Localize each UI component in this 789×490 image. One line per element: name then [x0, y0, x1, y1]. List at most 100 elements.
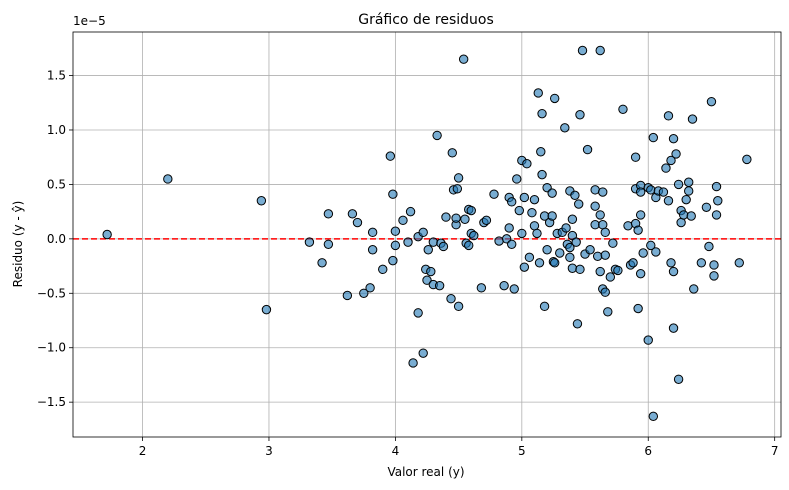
data-point: [547, 211, 557, 221]
data-point: [529, 194, 540, 205]
y-tick-label: 0.0: [47, 232, 66, 246]
x-tick-label: 6: [644, 444, 652, 458]
data-point: [661, 163, 671, 173]
data-point: [512, 174, 522, 184]
data-point: [428, 237, 439, 247]
data-point: [514, 205, 524, 216]
x-tick-label: 5: [518, 444, 526, 458]
data-point: [666, 155, 676, 166]
data-point: [388, 189, 398, 199]
data-point: [304, 237, 315, 247]
data-point: [643, 335, 653, 345]
data-point: [539, 301, 550, 312]
data-point: [600, 227, 610, 238]
data-point: [423, 245, 433, 255]
data-point: [489, 189, 499, 199]
data-point: [555, 248, 565, 258]
data-point: [453, 301, 464, 312]
data-point: [635, 187, 646, 197]
data-point: [623, 221, 633, 231]
data-point: [592, 251, 603, 261]
data-point: [613, 265, 623, 276]
data-point: [633, 225, 643, 235]
data-point: [365, 283, 375, 293]
data-point: [519, 192, 530, 203]
data-point: [359, 288, 369, 298]
data-point: [668, 266, 679, 277]
data-point: [742, 154, 752, 165]
data-point: [561, 223, 571, 233]
data-point: [734, 258, 744, 268]
data-point: [666, 258, 676, 268]
data-point: [438, 241, 449, 252]
data-point: [451, 213, 461, 223]
data-point: [342, 290, 353, 301]
data-point: [686, 211, 696, 221]
data-point: [507, 197, 517, 207]
data-point: [585, 245, 595, 255]
y-tick-label: 1.5: [47, 69, 66, 83]
data-point: [441, 212, 451, 222]
data-point: [663, 196, 674, 206]
data-point: [549, 93, 560, 104]
data-point: [651, 247, 661, 257]
data-point: [464, 240, 474, 251]
data-point: [367, 245, 378, 255]
data-point: [537, 169, 547, 180]
data-point: [102, 229, 112, 240]
data-point: [598, 187, 608, 197]
data-point: [560, 123, 570, 133]
data-point: [403, 237, 413, 247]
data-point: [547, 188, 557, 198]
data-point: [256, 196, 267, 206]
data-point: [549, 258, 560, 268]
data-point: [646, 240, 656, 251]
data-point: [388, 255, 398, 266]
data-point: [458, 54, 469, 64]
ticks-layer: 2 3 4 5 6 7 −1.5 −1.0 −0.5 0.0 0.5 1.0 1.5: [37, 69, 779, 458]
data-point: [567, 263, 578, 273]
y-tick-label: −1.0: [37, 341, 66, 355]
data-point: [347, 209, 358, 219]
data-point: [628, 258, 638, 268]
data-point: [684, 177, 694, 187]
data-point: [567, 214, 578, 224]
data-point: [706, 96, 717, 107]
data-point: [701, 202, 712, 212]
data-point: [532, 228, 542, 239]
data-point: [678, 210, 689, 220]
data-point: [713, 196, 723, 206]
axes-frame: [72, 31, 782, 438]
data-point: [507, 239, 517, 249]
data-point: [499, 280, 509, 291]
x-tick-label: 2: [139, 444, 147, 458]
data-point: [648, 411, 659, 422]
data-point: [595, 266, 605, 277]
data-point: [405, 206, 416, 217]
x-axis-label: Valor real (y): [387, 465, 464, 479]
data-point: [509, 284, 519, 294]
y-tick-label: 1.0: [47, 123, 66, 137]
data-point: [571, 237, 581, 247]
data-point: [600, 250, 610, 260]
data-point: [432, 130, 442, 141]
data-point: [638, 248, 648, 258]
data-point: [533, 88, 543, 98]
data-point: [527, 208, 537, 218]
data-point: [565, 242, 575, 253]
data-point: [603, 307, 613, 317]
data-point: [418, 348, 428, 358]
data-point: [646, 185, 656, 195]
data-point: [687, 114, 698, 124]
data-point: [711, 181, 722, 192]
data-point: [422, 275, 432, 285]
data-point: [574, 199, 584, 209]
data-point: [696, 258, 707, 268]
data-point: [595, 210, 605, 220]
data-point: [570, 190, 580, 201]
data-point: [367, 227, 378, 238]
data-point: [673, 374, 684, 384]
data-point: [317, 258, 327, 268]
data-point: [668, 323, 679, 333]
data-point: [565, 252, 575, 263]
